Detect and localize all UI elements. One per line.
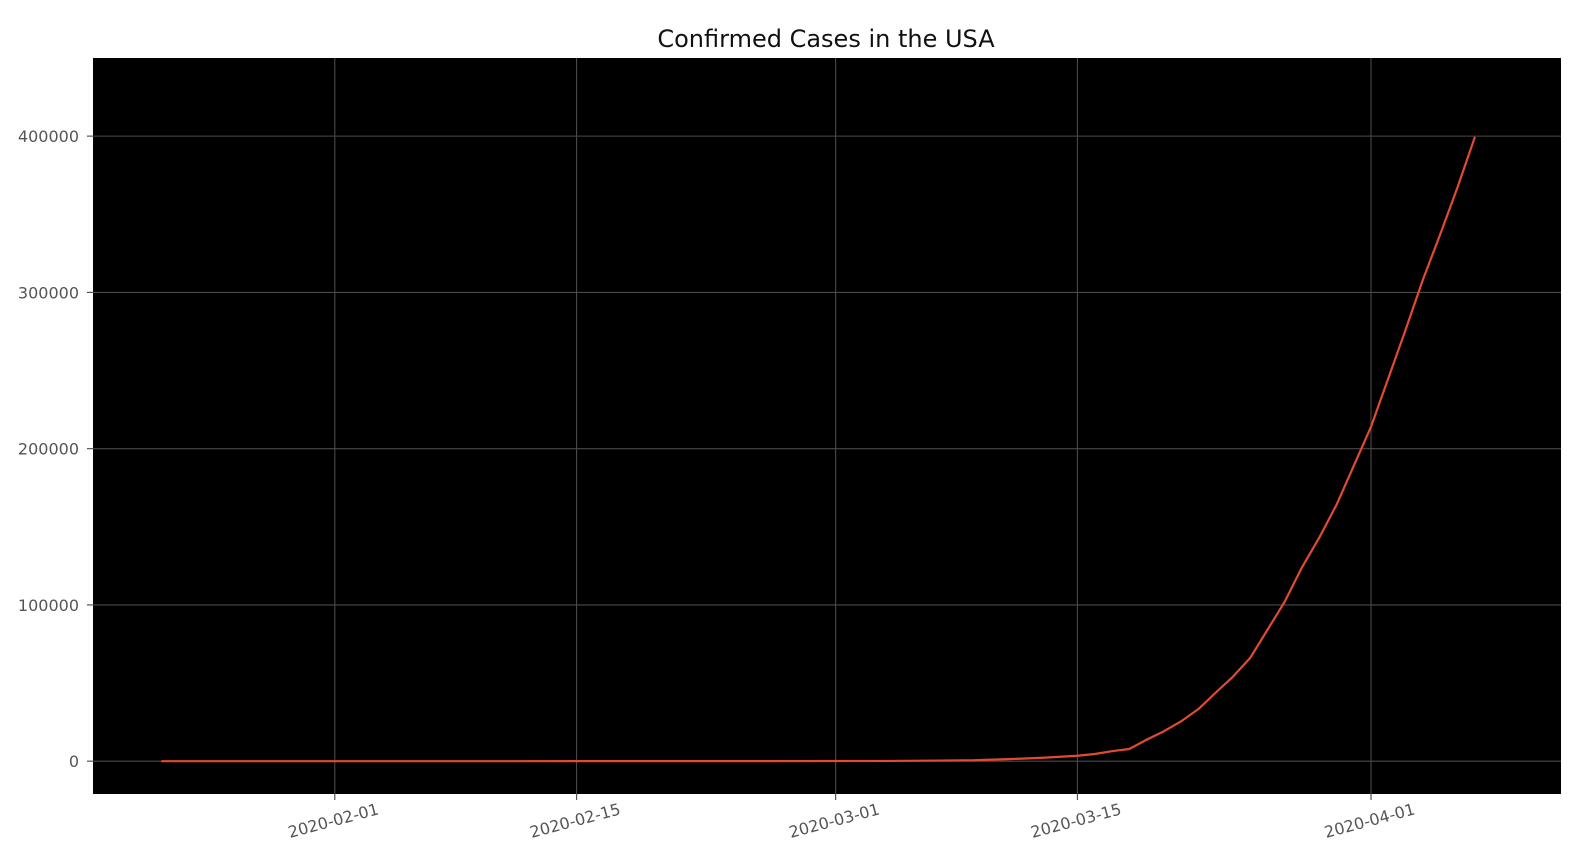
y-tick-label: 0 bbox=[69, 752, 79, 771]
series-layer bbox=[160, 136, 1476, 763]
series-line-confirmed-cases bbox=[160, 136, 1476, 763]
y-tick-label: 200000 bbox=[18, 440, 79, 459]
chart-title: Confirmed Cases in the USA bbox=[657, 25, 995, 53]
x-tick-label: 2020-02-01 bbox=[286, 799, 381, 841]
x-tick-label: 2020-02-15 bbox=[528, 799, 623, 841]
y-axis: 0 100000 200000 300000 400000 bbox=[18, 127, 93, 771]
x-tick-label: 2020-04-01 bbox=[1322, 799, 1417, 841]
x-tick-label: 2020-03-15 bbox=[1029, 799, 1124, 841]
y-tick-label: 400000 bbox=[18, 127, 79, 146]
y-tick-label: 300000 bbox=[18, 283, 79, 302]
x-tick-label: 2020-03-01 bbox=[787, 799, 882, 841]
x-axis: 2020-02-01 2020-02-15 2020-03-01 2020-03-15… bbox=[286, 794, 1417, 842]
y-tick-label: 100000 bbox=[18, 596, 79, 615]
plot-area bbox=[93, 58, 1561, 794]
